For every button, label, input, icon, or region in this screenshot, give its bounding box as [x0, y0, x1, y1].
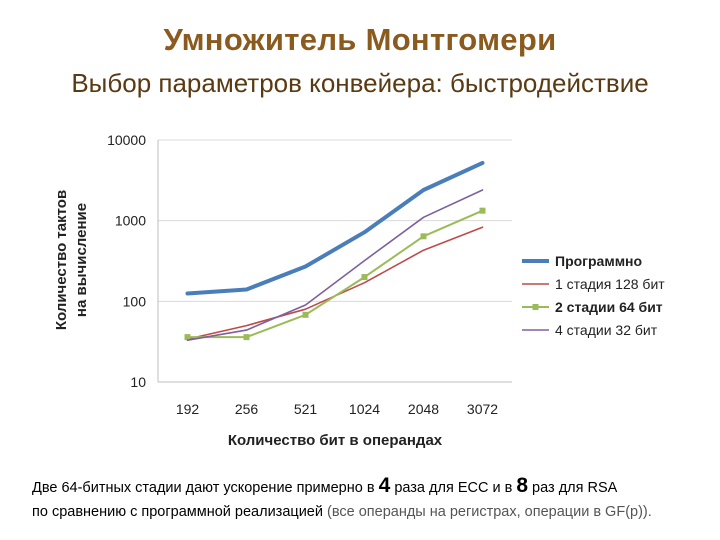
x-axis-title: Количество бит в операндах — [228, 432, 443, 449]
series-line-1 — [185, 160, 485, 296]
caption-text-1a: Две 64-битных стадии дают ускорение прим… — [32, 480, 375, 496]
series-point — [420, 233, 427, 240]
caption-number-4: 4 — [378, 474, 391, 497]
x-tick-label: 1024 — [349, 401, 380, 417]
caption-text-2b: (все операнды на регистрах, операции в G… — [327, 504, 652, 520]
caption-line-1: Две 64-битных стадии дают ускорение прим… — [32, 474, 712, 500]
legend-label: Программно — [555, 253, 642, 269]
caption-text-2a: по сравнению с программной реализацией — [32, 504, 323, 520]
legend-label: 4 стадии 32 бит — [555, 322, 658, 338]
y-tick-label: 1000 — [115, 213, 146, 229]
caption: Две 64-битных стадии дают ускорение прим… — [32, 474, 712, 524]
page-subtitle: Выбор параметров конвейера: быстродейств… — [71, 68, 649, 98]
series-line-3 — [186, 209, 484, 339]
x-tick-label: 3072 — [467, 401, 498, 417]
x-tick-label: 256 — [235, 401, 259, 417]
legend-marker — [532, 304, 539, 310]
legend-label: 1 стадия 128 бит — [555, 276, 665, 292]
caption-number-8: 8 — [516, 474, 529, 497]
series-line-4 — [186, 189, 484, 342]
x-tick-label: 521 — [294, 401, 318, 417]
y-axis-title: Количество тактов на вычисление — [53, 190, 90, 330]
y-axis-title-line1: Количество тактов — [53, 190, 70, 330]
y-tick-label: 100 — [123, 293, 147, 309]
series-point — [184, 334, 191, 341]
x-tick-label: 192 — [176, 401, 200, 417]
caption-text-1c: раз для RSA — [532, 480, 618, 496]
caption-text-1b: раза для ECC и в — [394, 480, 513, 496]
y-axis-title-line2: на вычисление — [73, 203, 90, 317]
series-point — [302, 311, 309, 318]
x-tick-label: 2048 — [408, 401, 439, 417]
page-title: Умножитель Монтгомери — [163, 22, 557, 57]
legend-label: 2 стадии 64 бит — [555, 299, 663, 315]
series-point — [361, 274, 368, 281]
series-point — [479, 207, 486, 214]
y-tick-label: 10 — [130, 374, 146, 390]
y-tick-label: 10000 — [107, 132, 146, 148]
series-point — [243, 334, 250, 341]
caption-line-2: по сравнению с программной реализацией (… — [32, 500, 712, 524]
